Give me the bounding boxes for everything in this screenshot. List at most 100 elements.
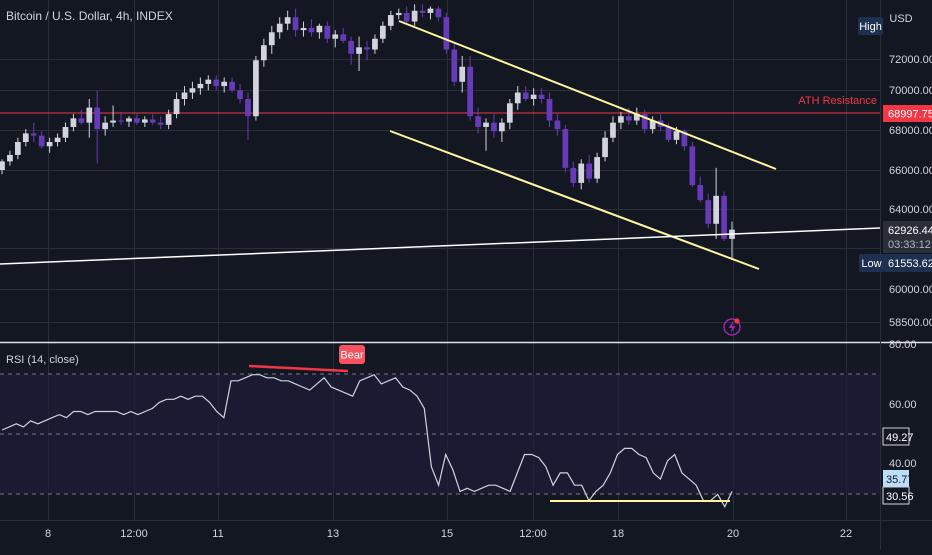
candle-body	[308, 27, 315, 33]
candle	[475, 107, 481, 134]
candle	[260, 38, 267, 67]
candle	[586, 154, 593, 183]
rsi-low-badge	[882, 486, 910, 505]
candle-body	[292, 17, 299, 31]
time-tick: 18	[612, 528, 624, 540]
candle	[467, 55, 474, 121]
candle	[30, 122, 37, 143]
time-tick: 22	[840, 528, 852, 540]
candle-body	[245, 98, 251, 117]
candle-body	[705, 200, 712, 224]
candle	[514, 86, 521, 110]
low-label: Low	[861, 258, 881, 270]
price-tick: 58500.00	[889, 317, 932, 329]
candle-body	[86, 107, 93, 123]
candle	[245, 92, 251, 140]
time-tick: 8	[45, 528, 51, 540]
candle	[78, 109, 85, 125]
candle-body	[213, 79, 220, 87]
candle	[721, 191, 727, 242]
rsi-tick: 80.00	[889, 339, 917, 351]
candle	[157, 116, 164, 130]
time-tick: 11	[212, 528, 223, 540]
candle	[324, 21, 331, 44]
candle-body	[713, 195, 719, 224]
candle-body	[633, 114, 640, 121]
current-price-badge	[883, 221, 932, 253]
candle	[292, 8, 299, 37]
candle	[459, 55, 466, 93]
candle	[134, 114, 140, 125]
candle-body	[475, 116, 481, 127]
candle	[15, 137, 21, 160]
candle-body	[570, 167, 577, 183]
candle-body	[141, 119, 148, 123]
candle	[38, 131, 45, 149]
candle-body	[491, 122, 497, 132]
rsi-tick: 40.00	[889, 458, 917, 470]
candle	[499, 118, 505, 143]
candle-body	[411, 10, 418, 22]
ath-price-badge	[883, 105, 932, 122]
candle-body	[499, 122, 505, 132]
candle	[649, 116, 656, 134]
candle	[641, 109, 648, 134]
candle	[697, 176, 704, 203]
candle	[380, 21, 386, 44]
time-tick: 15	[441, 528, 453, 540]
long-trendline[interactable]	[0, 227, 881, 265]
bear-divergence-line[interactable]	[248, 364, 349, 373]
candle	[284, 10, 291, 31]
candle-body	[173, 98, 180, 115]
rsi-upper-value: 49.27	[886, 432, 914, 444]
candle-body	[78, 118, 85, 123]
price-axis[interactable]: 72000.00 70000.00 68000.00 66000.00 6400…	[889, 54, 932, 329]
price-tick: 64000.00	[889, 204, 932, 216]
candle-body	[276, 23, 283, 33]
candle	[348, 36, 354, 65]
candle-body	[602, 137, 608, 158]
price-tick: 68000.00	[889, 125, 932, 137]
bear-label: Bear	[340, 350, 364, 362]
currency-label[interactable]: USD	[889, 13, 912, 25]
candle-body	[483, 122, 489, 127]
candle-body	[380, 25, 386, 39]
candle-body	[403, 12, 410, 22]
price-tick: 60000.00	[889, 284, 932, 296]
candle	[395, 8, 402, 20]
high-label: High	[859, 21, 882, 33]
candle	[562, 124, 569, 173]
candle	[0, 159, 5, 175]
candle	[276, 17, 283, 39]
bear-label-badge	[339, 345, 365, 364]
candle-body	[237, 90, 243, 99]
candle-body	[30, 133, 37, 136]
candle-body	[38, 135, 45, 147]
price-tick: 72000.00	[889, 54, 932, 66]
channel-upper-line[interactable]	[398, 20, 777, 170]
candle-body	[554, 120, 561, 130]
candle-body	[641, 114, 648, 130]
candle-body	[562, 129, 569, 168]
bar-countdown: 03:33:12	[888, 239, 931, 251]
candle	[149, 114, 156, 125]
rsi-axis[interactable]: 80.00 60.00 40.00	[889, 339, 917, 470]
candle	[491, 114, 497, 138]
lightning-alert-icon[interactable]	[723, 318, 741, 336]
candle	[110, 105, 116, 127]
candle	[221, 77, 228, 93]
candle-body	[102, 122, 109, 130]
candle-body	[332, 34, 339, 39]
candle-body	[356, 47, 362, 54]
candle-body	[697, 185, 704, 201]
candle-body	[610, 122, 616, 138]
time-axis[interactable]: 8 12:00 11 13 15 12:00 18 20 22	[45, 528, 852, 540]
candle	[530, 88, 537, 106]
time-tick: 12:00	[519, 528, 547, 540]
candle	[54, 133, 61, 147]
candle	[538, 88, 545, 104]
channel-lower-line[interactable]	[389, 130, 760, 270]
candle-body	[70, 118, 77, 127]
